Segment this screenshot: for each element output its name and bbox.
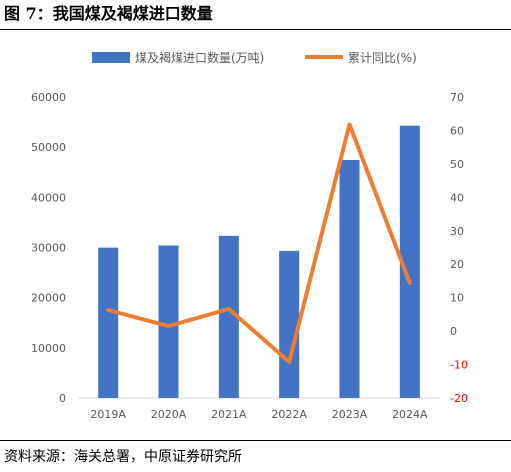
x-tick-label: 2020A xyxy=(151,408,187,421)
bottom-rule xyxy=(0,440,511,441)
y-left-tick-label: 60000 xyxy=(31,91,66,104)
legend: 煤及褐煤进口数量(万吨) 累计同比(%) xyxy=(92,50,417,65)
source-note: 资料来源：海关总署，中原证券研究所 xyxy=(4,449,242,465)
y-right-ticks: -20 -10 0 10 20 30 40 50 60 70 xyxy=(450,91,468,405)
y-right-tick-label: 70 xyxy=(450,91,464,104)
y-left-tick-label: 10000 xyxy=(31,342,66,355)
y-right-tick-label: -10 xyxy=(450,359,468,372)
y-right-tick-label: 10 xyxy=(450,292,464,305)
x-tick-label: 2021A xyxy=(211,408,247,421)
bars xyxy=(98,125,420,399)
y-left-ticks: 0 10000 20000 30000 40000 50000 60000 xyxy=(31,91,66,405)
y-left-tick-label: 20000 xyxy=(31,292,66,305)
top-rule xyxy=(0,29,511,30)
y-right-tick-label: -20 xyxy=(450,392,468,405)
legend-label-bar: 煤及褐煤进口数量(万吨) xyxy=(135,50,264,65)
legend-swatch-bar xyxy=(92,52,130,63)
series-line-yoy xyxy=(106,122,412,364)
y-left-tick-label: 0 xyxy=(59,392,66,405)
figure-title: 图 7：我国煤及褐煤进口数量 xyxy=(4,4,213,23)
y-right-tick-label: 60 xyxy=(450,124,464,137)
x-tick-label: 2022A xyxy=(271,408,307,421)
bar xyxy=(279,250,300,398)
bar xyxy=(158,245,179,398)
bar xyxy=(339,160,360,398)
chart-svg: 煤及褐煤进口数量(万吨) 累计同比(%) 0100002000030000400… xyxy=(31,50,468,421)
x-tick-label: 2024A xyxy=(392,408,428,421)
y-left-tick-label: 40000 xyxy=(31,191,66,204)
y-right-tick-label: 40 xyxy=(450,191,464,204)
y-right-tick-label: 0 xyxy=(450,325,457,338)
x-tick-label: 2023A xyxy=(332,408,368,421)
bar xyxy=(218,235,239,398)
bar xyxy=(98,247,119,398)
y-left-tick-label: 50000 xyxy=(31,141,66,154)
x-ticks: 2019A 2020A 2021A 2022A 2023A 2024A xyxy=(90,408,428,421)
y-left-tick-label: 30000 xyxy=(31,242,66,255)
legend-label-line: 累计同比(%) xyxy=(348,51,417,65)
bar xyxy=(399,125,420,399)
x-tick-label: 2019A xyxy=(90,408,126,421)
y-right-tick-label: 20 xyxy=(450,258,464,271)
y-right-tick-label: 50 xyxy=(450,158,464,171)
y-right-tick-label: 30 xyxy=(450,225,464,238)
